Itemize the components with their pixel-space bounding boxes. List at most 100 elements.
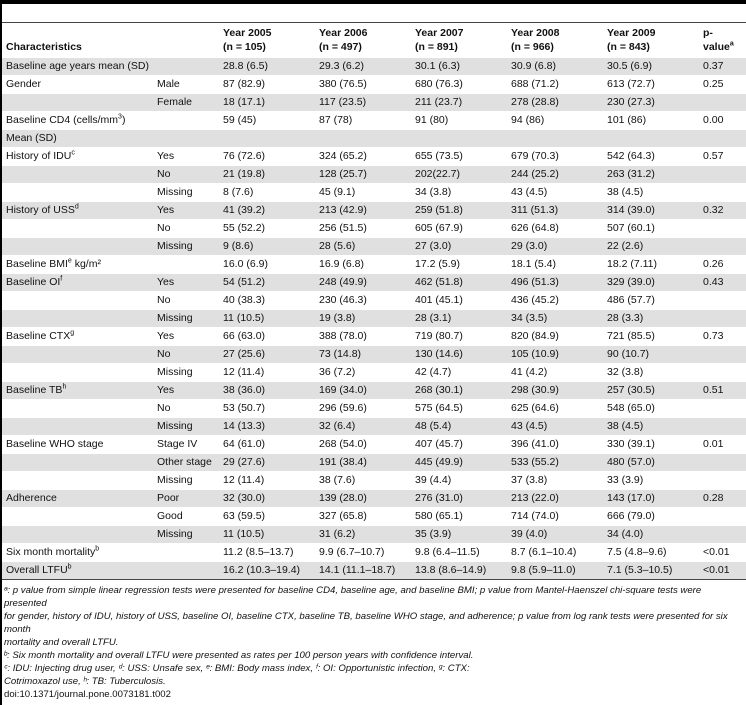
table-row: Gender Male 87 (82.9) 380 (76.5) 680 (76.3) 6…: [2, 75, 746, 94]
characteristic-cell: [2, 219, 153, 238]
year-2009-cell: 90 (10.7): [603, 345, 699, 364]
year-2009-cell: 38 (4.5): [603, 183, 699, 202]
year-2006-cell: 248 (49.9): [315, 273, 411, 292]
subgroup-cell: Missing: [153, 309, 219, 328]
table-row: Baseline TBh Yes 38 (36.0) 169 (34.0) 268 (3…: [2, 381, 746, 400]
characteristic-label: Baseline CD4 (cells/mm: [6, 114, 119, 126]
year-2006-cell: 388 (78.0): [315, 327, 411, 346]
year-2008-cell: 8.7 (6.1–10.4): [507, 543, 603, 562]
characteristic-cell: History of USSd: [2, 201, 153, 220]
left-border: [0, 0, 2, 705]
p-value-cell: [699, 165, 746, 184]
year-2006-cell: 31 (6.2): [315, 525, 411, 544]
year-2005-cell: [219, 129, 315, 148]
p-value-label: p-value: [703, 27, 730, 53]
header-p-value: p-valuea: [699, 23, 746, 58]
characteristic-cell: Overall LTFUb: [2, 561, 153, 580]
year-2006-cell: 191 (38.4): [315, 453, 411, 472]
year-2009-cell: 666 (79.0): [603, 507, 699, 526]
table-row: No 27 (25.6) 73 (14.8) 130 (14.6) 105 (10.9)…: [2, 345, 746, 364]
year-2007-cell: 91 (80): [411, 111, 507, 130]
p-value-cell: [699, 363, 746, 382]
year-2007-cell: 34 (3.8): [411, 183, 507, 202]
p-value-cell: [699, 345, 746, 364]
footnote-marker: a: [729, 40, 734, 48]
year-2005-cell: 54 (51.2): [219, 273, 315, 292]
year-2007-cell: 42 (4.7): [411, 363, 507, 382]
year-2007-cell: 401 (45.1): [411, 291, 507, 310]
table-row: History of USSd Yes 41 (39.2) 213 (42.9) 259…: [2, 201, 746, 220]
year-2005-cell: 12 (11.4): [219, 363, 315, 382]
p-value-cell: 0.26: [699, 255, 746, 274]
year-2007-cell: 9.8 (6.4–11.5): [411, 543, 507, 562]
subgroup-cell: [153, 561, 219, 580]
year-2009-cell: 613 (72.7): [603, 75, 699, 94]
subgroup-cell: [153, 255, 219, 274]
year-2008-cell: 29 (3.0): [507, 237, 603, 256]
year-2007-cell: 48 (5.4): [411, 417, 507, 436]
year-2008-cell: 688 (71.2): [507, 75, 603, 94]
year-2008-cell: 43 (4.5): [507, 183, 603, 202]
year-2006-cell: [315, 129, 411, 148]
year-2005-cell: 41 (39.2): [219, 201, 315, 220]
footnote-marker: b: [67, 563, 72, 571]
table-row: Missing 11 (10.5) 31 (6.2) 35 (3.9) 39 (4.0)…: [2, 525, 746, 544]
table-row: Overall LTFUb 16.2 (10.3–19.4) 14.1 (11.1–…: [2, 561, 746, 580]
table-row: No 21 (19.8) 128 (25.7) 202(22.7) 244 (25.2)…: [2, 165, 746, 184]
year-2006-cell: 73 (14.8): [315, 345, 411, 364]
year-2006-cell: 230 (46.3): [315, 291, 411, 310]
year-2007-cell: 445 (49.9): [411, 453, 507, 472]
subgroup-cell: Yes: [153, 201, 219, 220]
year-2005-cell: 8 (7.6): [219, 183, 315, 202]
year-2009-cell: 38 (4.5): [603, 417, 699, 436]
subgroup-cell: Male: [153, 75, 219, 94]
year-2005-cell: 12 (11.4): [219, 471, 315, 490]
year-2007-cell: 17.2 (5.9): [411, 255, 507, 274]
year-2009-cell: 230 (27.3): [603, 93, 699, 112]
year-2008-cell: 94 (86): [507, 111, 603, 130]
characteristics-table: Characteristics Year 2005 (n = 105) Year …: [2, 22, 746, 580]
footnote-marker: h: [62, 383, 67, 391]
year-2008-cell: 213 (22.0): [507, 489, 603, 508]
table-row: Baseline OIf Yes 54 (51.2) 248 (49.9) 462 (5…: [2, 273, 746, 292]
year-2008-cell: 43 (4.5): [507, 417, 603, 436]
header-year-2006: Year 2006 (n = 497): [315, 23, 411, 58]
table-row: Baseline BMIe kg/m² 16.0 (6.9) 16.9 (6.8) 1…: [2, 255, 746, 274]
year-2006-cell: 14.1 (11.1–18.7): [315, 561, 411, 580]
subgroup-cell: Stage IV: [153, 435, 219, 454]
subgroup-cell: No: [153, 165, 219, 184]
doi-text: doi:10.1371/journal.pone.0073181.t002: [4, 689, 171, 700]
year-2008-cell: 41 (4.2): [507, 363, 603, 382]
year-2008-cell: 244 (25.2): [507, 165, 603, 184]
p-value-cell: 0.51: [699, 381, 746, 400]
subgroup-cell: [153, 543, 219, 562]
year-2009-cell: 7.5 (4.8–9.6): [603, 543, 699, 562]
table-row: Female 18 (17.1) 117 (23.5) 211 (23.7) 278 (…: [2, 93, 746, 112]
characteristic-cell: Gender: [2, 75, 153, 94]
year-2005-cell: 11 (10.5): [219, 309, 315, 328]
year-2006-cell: 380 (76.5): [315, 75, 411, 94]
year-2006-cell: 213 (42.9): [315, 201, 411, 220]
p-value-cell: 0.01: [699, 435, 746, 454]
year-2009-cell: 257 (30.5): [603, 381, 699, 400]
year-2007-cell: 27 (3.0): [411, 237, 507, 256]
year-2006-cell: 38 (7.6): [315, 471, 411, 490]
characteristic-label: Adherence: [6, 492, 57, 504]
table-row: Missing 12 (11.4) 38 (7.6) 39 (4.4) 37 (3.8)…: [2, 471, 746, 490]
year-2008-cell: 105 (10.9): [507, 345, 603, 364]
characteristic-cell: [2, 291, 153, 310]
year-2009-cell: 330 (39.1): [603, 435, 699, 454]
year-2007-cell: [411, 129, 507, 148]
year-label: Year 2005: [223, 27, 272, 39]
p-value-cell: [699, 129, 746, 148]
year-2005-cell: 18 (17.1): [219, 93, 315, 112]
year-2009-cell: 486 (57.7): [603, 291, 699, 310]
year-2008-cell: 820 (84.9): [507, 327, 603, 346]
characteristic-cell: Baseline CTXg: [2, 327, 153, 346]
p-value-cell: <0.01: [699, 543, 746, 562]
year-2005-cell: 9 (8.6): [219, 237, 315, 256]
year-2008-cell: 18.1 (5.4): [507, 255, 603, 274]
year-2005-cell: 38 (36.0): [219, 381, 315, 400]
characteristic-label: Baseline TB: [6, 384, 63, 396]
subgroup-cell: Poor: [153, 489, 219, 508]
